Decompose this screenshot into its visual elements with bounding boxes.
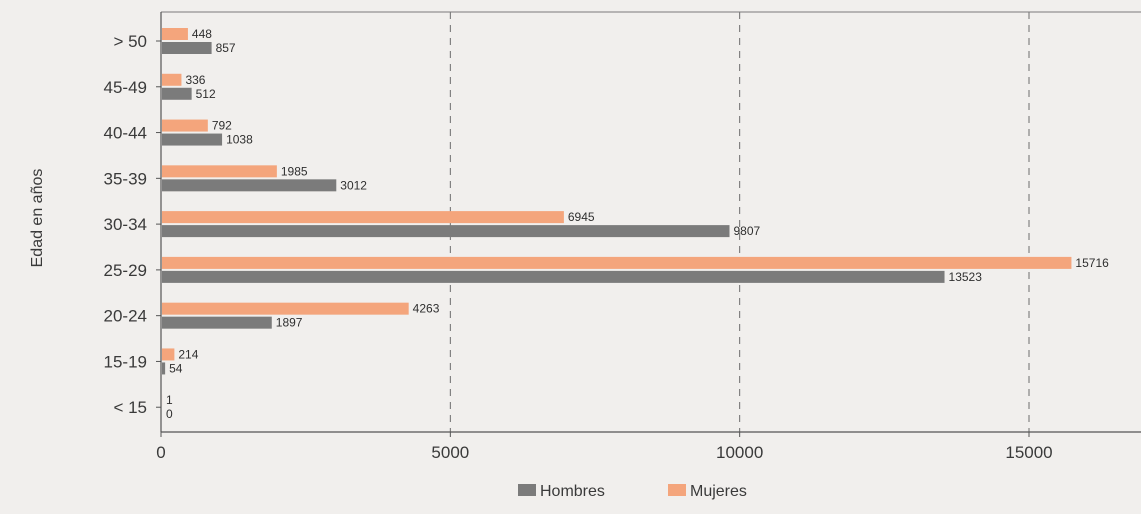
bar-hombres <box>162 316 272 329</box>
data-label-hombres: 1038 <box>226 133 253 147</box>
data-label-mujeres: 15716 <box>1075 256 1109 270</box>
data-label-mujeres: 214 <box>178 347 198 361</box>
legend-swatch-hombres <box>518 484 536 496</box>
category-label: 30-34 <box>104 215 147 234</box>
x-tick-label: 5000 <box>431 443 469 462</box>
bar-mujeres <box>162 73 182 86</box>
y-axis-label: Edad en años <box>29 169 46 268</box>
data-label-hombres: 13523 <box>949 270 983 284</box>
data-label-hombres: 512 <box>196 87 216 101</box>
data-label-hombres: 9807 <box>733 224 760 238</box>
data-label-hombres: 3012 <box>340 178 367 192</box>
bar-hombres <box>162 87 192 100</box>
bar-mujeres <box>162 119 208 132</box>
category-label: 35-39 <box>104 169 147 188</box>
data-label-mujeres: 792 <box>212 119 232 133</box>
bar-hombres <box>162 225 730 238</box>
data-label-mujeres: 1985 <box>281 164 308 178</box>
legend-label-hombres: Hombres <box>540 483 605 500</box>
x-tick-label: 10000 <box>716 443 763 462</box>
bar-mujeres <box>162 256 1072 269</box>
category-label: 15-19 <box>104 352 147 371</box>
category-label: < 15 <box>113 398 147 417</box>
category-label: 45-49 <box>104 78 147 97</box>
category-labels: > 50 45-49 40-44 35-39 30-34 25-29 20-24 15-19 <… <box>104 32 147 417</box>
category-label: > 50 <box>113 32 147 51</box>
bar-mujeres <box>162 211 564 224</box>
bar-mujeres <box>162 165 277 178</box>
bar-mujeres <box>162 302 409 315</box>
data-label-mujeres: 6945 <box>568 210 595 224</box>
x-tick-label: 0 <box>156 443 165 462</box>
bar-mujeres <box>162 28 188 40</box>
bars <box>162 28 1072 407</box>
bar-hombres <box>162 133 223 146</box>
data-label-hombres: 0 <box>166 407 173 421</box>
legend: Hombres Mujeres <box>518 483 747 500</box>
legend-label-mujeres: Mujeres <box>690 483 747 500</box>
bar-mujeres <box>162 348 175 361</box>
bar-hombres <box>162 362 166 375</box>
bar-hombres <box>162 179 337 192</box>
data-label-mujeres: 1 <box>166 393 173 407</box>
bar-hombres <box>162 42 212 54</box>
x-tick-labels: 0 5000 10000 15000 <box>156 443 1052 462</box>
data-label-mujeres: 448 <box>192 27 212 41</box>
category-label: 40-44 <box>104 124 147 143</box>
data-label-mujeres: 336 <box>185 73 205 87</box>
data-label-hombres: 1897 <box>276 316 303 330</box>
legend-swatch-mujeres <box>668 484 686 496</box>
bar-hombres <box>162 270 945 283</box>
category-label: 25-29 <box>104 261 147 280</box>
data-label-hombres: 857 <box>216 41 236 55</box>
axes <box>156 11 1141 437</box>
category-label: 20-24 <box>104 307 147 326</box>
x-tick-label: 15000 <box>1005 443 1052 462</box>
data-label-hombres: 54 <box>169 361 183 375</box>
data-label-mujeres: 4263 <box>413 302 440 316</box>
